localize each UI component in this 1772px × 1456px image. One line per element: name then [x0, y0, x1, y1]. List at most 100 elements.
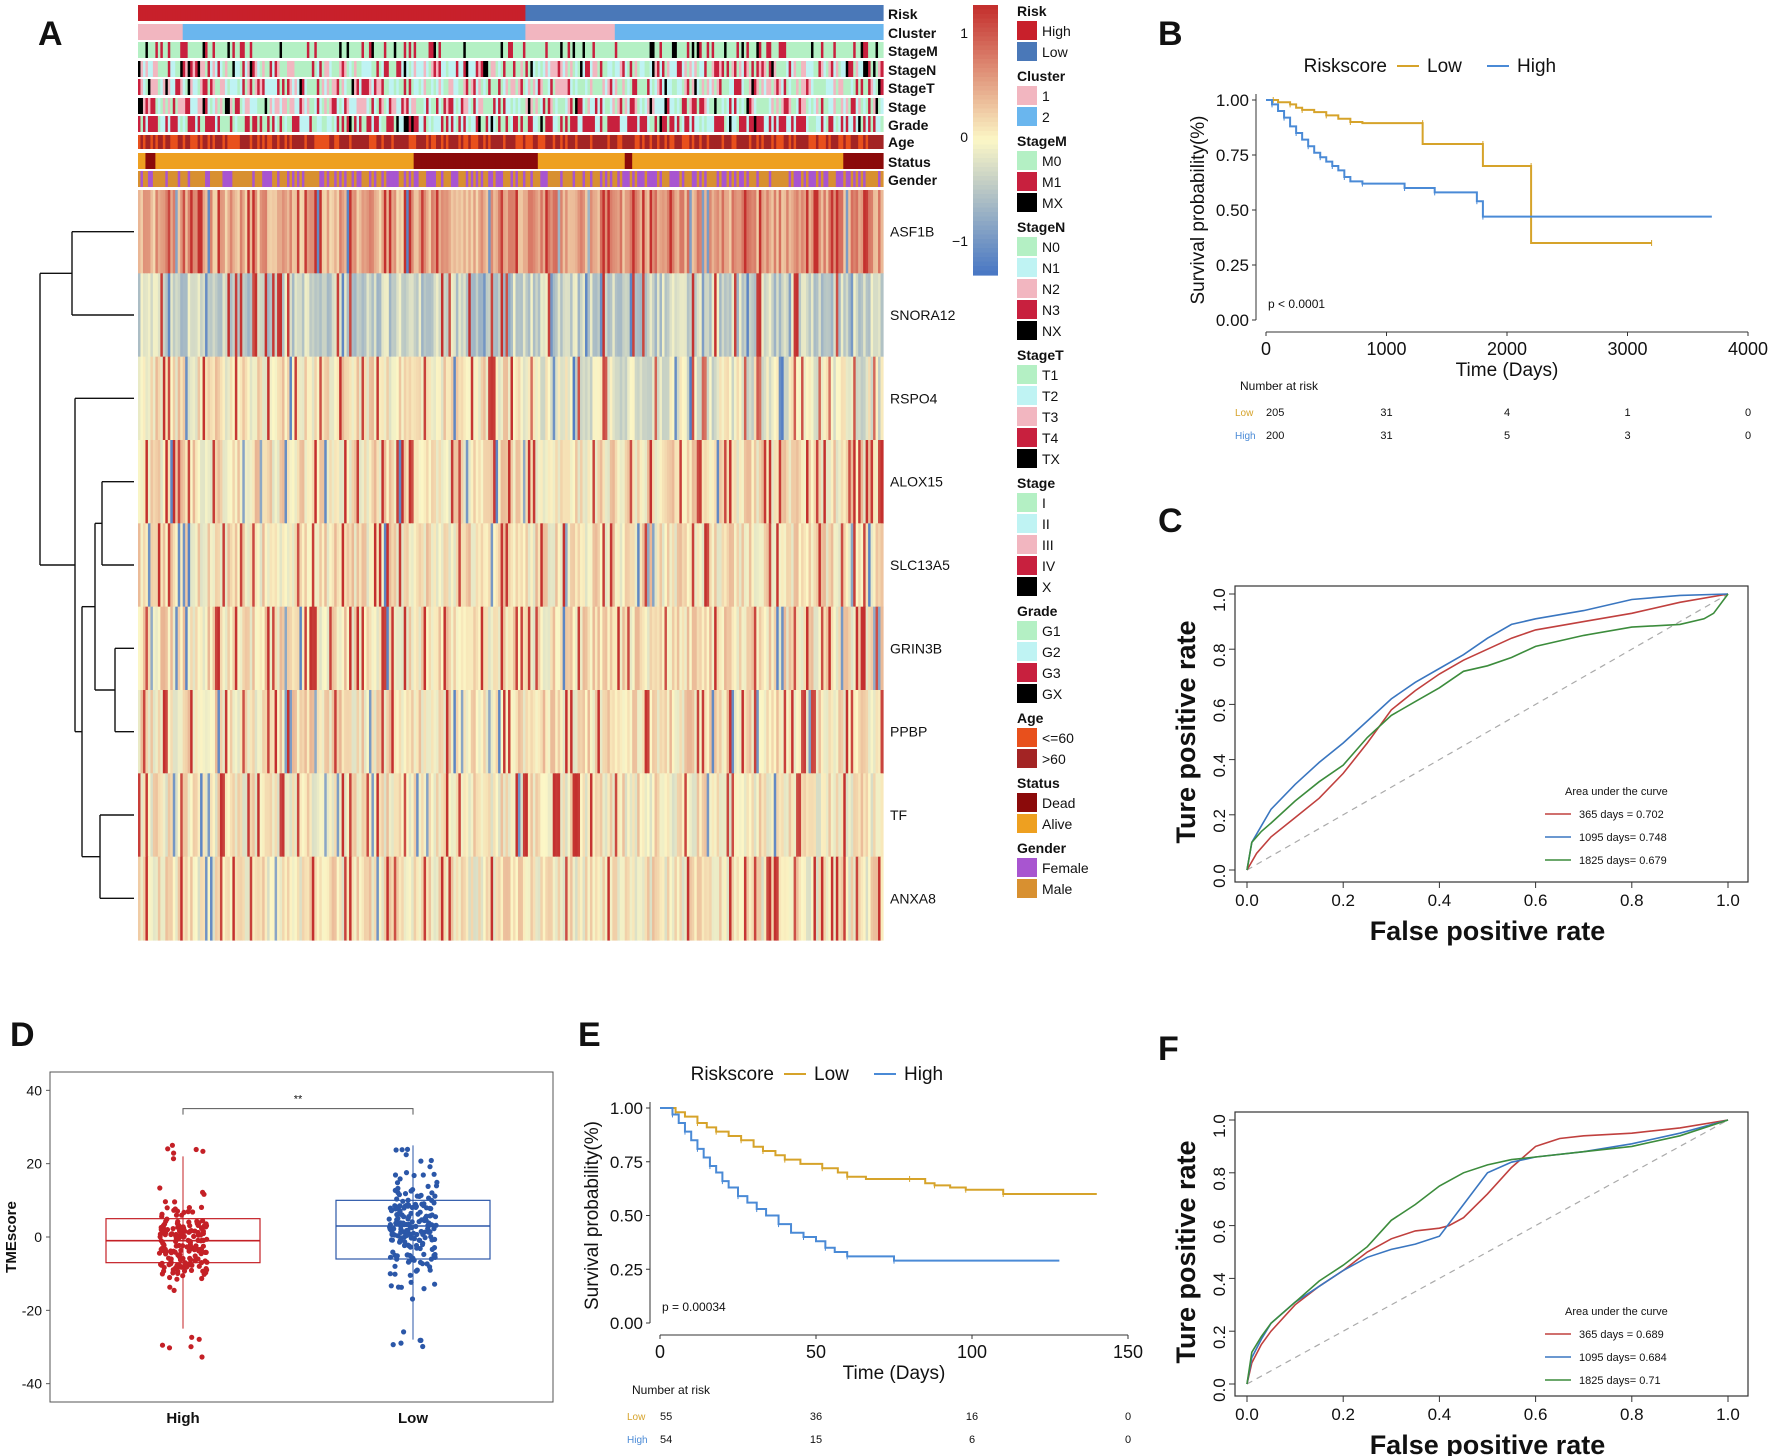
- annotation-cell: [525, 153, 529, 169]
- annotation-cell: [142, 135, 147, 149]
- heatmap-cell: [386, 606, 390, 691]
- heatmap-cell: [833, 523, 837, 608]
- heatmap-cell: [279, 523, 283, 608]
- annotation-cell: [351, 98, 355, 114]
- heatmap-cell: [711, 440, 715, 524]
- annotation-cell: [162, 135, 166, 149]
- heatmap-cell: [498, 273, 502, 358]
- annotation-cell: [661, 79, 666, 95]
- annotation-cell: [329, 42, 333, 58]
- annotation-cell: [741, 42, 745, 58]
- annotation-cell: [823, 135, 827, 149]
- heatmap-cell: [445, 190, 450, 274]
- annotation-cell: [815, 61, 820, 77]
- heatmap-cell: [572, 690, 576, 774]
- heatmap-cell: [254, 356, 258, 441]
- heatmap-cell: [768, 440, 772, 524]
- heatmap-cell: [291, 190, 296, 274]
- heatmap-cell: [863, 523, 867, 608]
- heatmap-cell: [639, 440, 643, 524]
- heatmap-cell: [458, 690, 462, 774]
- annotation-cell: [376, 24, 380, 40]
- annotation-cell: [624, 79, 628, 95]
- heatmap-cell: [257, 440, 261, 524]
- annotation-cell: [190, 153, 194, 169]
- annotation-cell: [602, 61, 606, 77]
- annotation-cell: [726, 153, 730, 169]
- heatmap-cell: [180, 190, 184, 274]
- annotation-cell: [247, 79, 251, 95]
- annotation-cell: [565, 5, 569, 21]
- heatmap-cell: [242, 606, 246, 691]
- annotation-cell: [674, 79, 678, 95]
- heatmap-cell: [530, 606, 534, 691]
- annotation-cell: [423, 24, 427, 40]
- heatmap-cell: [815, 273, 820, 358]
- annotation-cell: [299, 153, 303, 169]
- heatmap-cell: [830, 356, 834, 441]
- annotation-cell: [287, 24, 291, 40]
- annotation-cell: [351, 24, 355, 40]
- annotation-cell: [416, 98, 420, 114]
- annotation-cell: [331, 24, 335, 40]
- heatmap-cell: [619, 523, 623, 608]
- annotation-cell: [778, 79, 782, 95]
- annotation-cell: [681, 153, 685, 169]
- heatmap-cell: [751, 273, 755, 358]
- annotation-cell: [858, 5, 862, 21]
- heatmap-cell: [431, 440, 435, 524]
- heatmap-cell: [627, 190, 631, 274]
- annotation-cell: [232, 98, 236, 114]
- heatmap-cell: [639, 356, 643, 441]
- heatmap-cell: [431, 606, 435, 691]
- annotation-cell: [150, 98, 154, 114]
- heatmap-cell: [363, 273, 368, 358]
- annotation-cell: [545, 79, 549, 95]
- annotation-cell: [550, 116, 554, 132]
- annotation-cell: [828, 135, 832, 149]
- heatmap-cell: [371, 690, 375, 774]
- heatmap-cell: [475, 606, 479, 691]
- heatmap-cell: [165, 690, 169, 774]
- heatmap-cell: [771, 606, 775, 691]
- annotation-cell: [520, 79, 524, 95]
- heatmap-cell: [368, 606, 373, 691]
- heatmap-cell: [455, 190, 459, 274]
- heatmap-cell: [778, 356, 782, 441]
- annotation-cell: [686, 153, 690, 169]
- annotation-cell: [475, 98, 479, 114]
- annotation-cell: [577, 5, 581, 21]
- annotation-cell: [371, 24, 375, 40]
- annotation-cell: [642, 171, 646, 187]
- annotation-cell: [267, 5, 271, 21]
- heatmap-cell: [155, 606, 159, 691]
- annotation-cell: [801, 42, 805, 58]
- annotation-cell: [820, 135, 824, 149]
- annotation-cell: [232, 24, 236, 40]
- annotation-cell: [152, 98, 156, 114]
- heatmap-cell: [721, 606, 725, 691]
- annotation-cell: [344, 135, 348, 149]
- heatmap-cell: [607, 273, 611, 358]
- heatmap-cell: [267, 606, 271, 691]
- annotation-cell: [289, 5, 293, 21]
- heatmap-cell: [599, 273, 603, 358]
- heatmap-cell: [597, 606, 601, 691]
- heatmap-cell: [570, 440, 574, 524]
- heatmap-cell: [378, 356, 382, 441]
- annotation-cell: [647, 5, 651, 21]
- annotation-cell: [460, 171, 464, 187]
- annotation-cell: [249, 5, 253, 21]
- annotation-cell: [354, 24, 358, 40]
- heatmap-cell: [771, 356, 775, 441]
- annotation-cell: [170, 135, 174, 149]
- annotation-cell: [421, 116, 425, 132]
- annotation-cell: [664, 98, 668, 114]
- heatmap-cell: [383, 440, 387, 524]
- heatmap-cell: [619, 190, 623, 274]
- heatmap-cell: [445, 690, 450, 774]
- annotation-cell: [413, 24, 417, 40]
- annotation-cell: [401, 153, 405, 169]
- heatmap-cell: [202, 606, 206, 691]
- heatmap-cell: [709, 273, 713, 358]
